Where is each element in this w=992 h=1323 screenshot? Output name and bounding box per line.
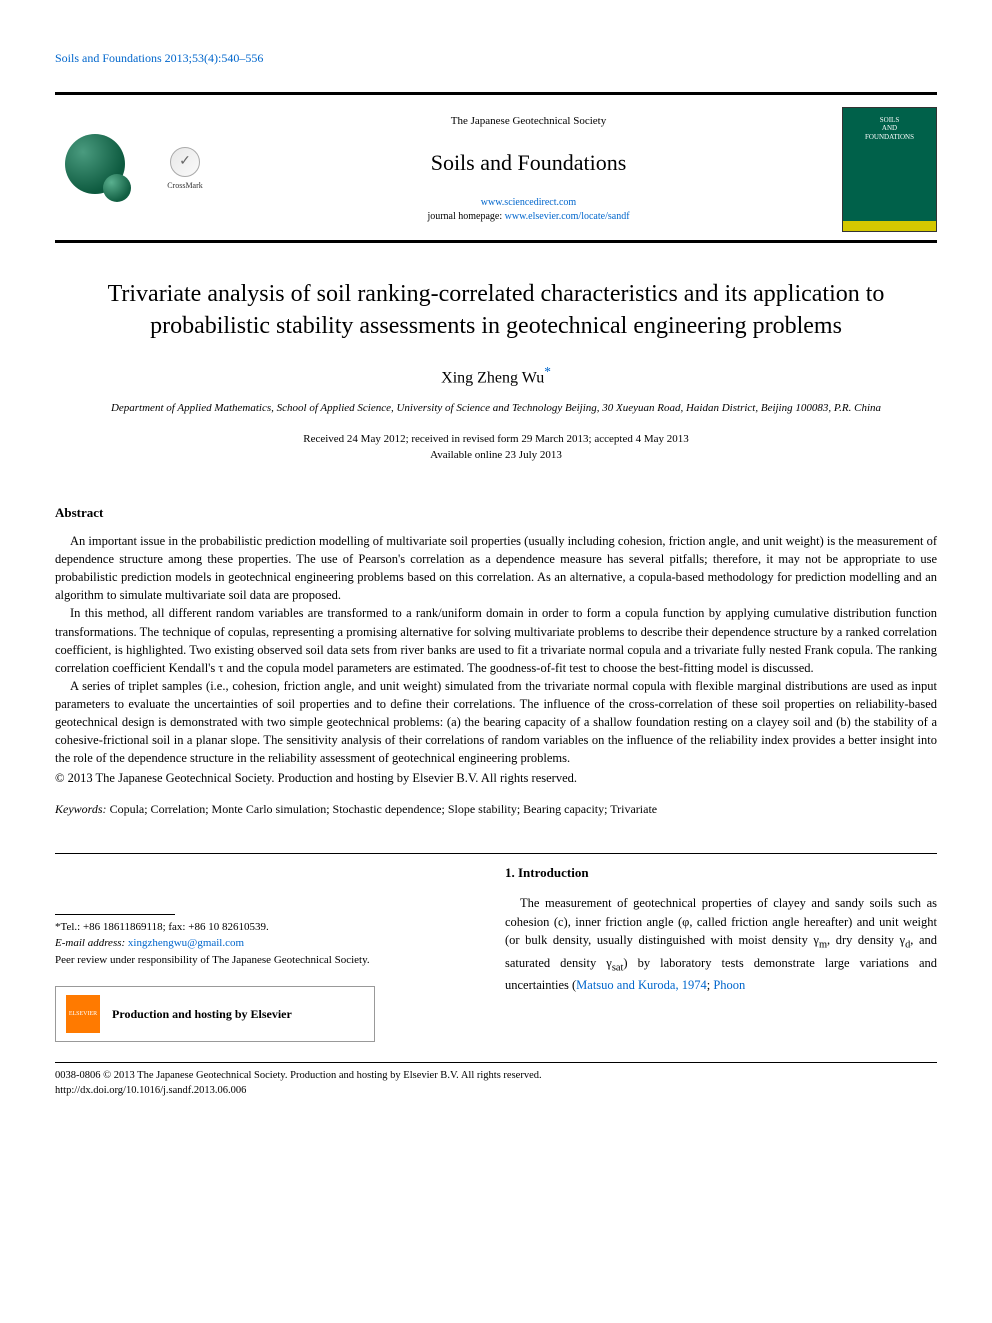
sciencedirect-link[interactable]: www.sciencedirect.com — [481, 197, 576, 208]
sphere-small-icon — [103, 174, 131, 202]
intro-paragraph: The measurement of geotechnical properti… — [505, 894, 937, 995]
peer-review-note: Peer review under responsibility of The … — [55, 952, 475, 969]
author-name: Xing Zheng Wu — [441, 369, 544, 386]
footer-doi: http://dx.doi.org/10.1016/j.sandf.2013.0… — [55, 1084, 937, 1099]
keywords-text: Copula; Correlation; Monte Carlo simulat… — [107, 802, 658, 816]
abstract-copyright: © 2013 The Japanese Geotechnical Society… — [55, 770, 937, 788]
header-left-logos: ✓ CrossMark — [55, 132, 215, 207]
hosting-text: Production and hosting by Elsevier — [112, 1006, 292, 1023]
journal-sphere-logo — [55, 132, 145, 207]
corresponding-email-line: E-mail address: xingzhengwu@gmail.com — [55, 935, 475, 952]
crossmark-label: CrossMark — [167, 181, 203, 190]
page-footer: 0038-0806 © 2013 The Japanese Geotechnic… — [55, 1062, 937, 1098]
ref-phoon[interactable]: Phoon — [713, 978, 745, 992]
abstract-heading: Abstract — [55, 504, 937, 522]
footnote-column: *Tel.: +86 18611869118; fax: +86 10 8261… — [55, 859, 475, 1043]
intro-column: 1. Introduction The measurement of geote… — [505, 859, 937, 1043]
abstract-paragraph-2: In this method, all different random var… — [55, 604, 937, 677]
ref-matsuo-kuroda[interactable]: Matsuo and Kuroda, 1974 — [576, 978, 707, 992]
citation-link[interactable]: Soils and Foundations 2013;53(4):540–556 — [55, 51, 263, 65]
abstract-paragraph-1: An important issue in the probabilistic … — [55, 532, 937, 605]
author-email-link[interactable]: xingzhengwu@gmail.com — [128, 937, 244, 949]
corresponding-mark[interactable]: * — [544, 364, 551, 379]
keywords-label: Keywords: — [55, 802, 107, 816]
article-title: Trivariate analysis of soil ranking-corr… — [85, 278, 907, 343]
cover-band — [843, 221, 936, 231]
author-line: Xing Zheng Wu* — [55, 363, 937, 390]
journal-cover-thumbnail: SOILS AND FOUNDATIONS — [842, 107, 937, 232]
email-label: E-mail address: — [55, 937, 128, 949]
cover-title: SOILS AND FOUNDATIONS — [843, 116, 936, 141]
homepage-prefix: journal homepage: — [427, 211, 504, 222]
footnote-rule — [55, 914, 175, 915]
keywords-line: Keywords: Copula; Correlation; Monte Car… — [55, 801, 937, 818]
crossmark-badge[interactable]: ✓ CrossMark — [160, 147, 210, 191]
corresponding-tel: *Tel.: +86 18611869118; fax: +86 10 8261… — [55, 919, 475, 936]
article-dates: Received 24 May 2012; received in revise… — [55, 431, 937, 464]
abstract-paragraph-3: A series of triplet samples (i.e., cohes… — [55, 677, 937, 768]
journal-homepage-link[interactable]: www.elsevier.com/locate/sandf — [505, 211, 630, 222]
journal-header: ✓ CrossMark The Japanese Geotechnical So… — [55, 92, 937, 243]
two-column-section: *Tel.: +86 18611869118; fax: +86 10 8261… — [55, 853, 937, 1043]
journal-name: Soils and Foundations — [215, 148, 842, 179]
dates-received: Received 24 May 2012; received in revise… — [303, 433, 689, 445]
crossmark-icon: ✓ — [170, 147, 200, 177]
dates-online: Available online 23 July 2013 — [430, 449, 562, 461]
intro-heading: 1. Introduction — [505, 864, 937, 882]
citation-line: Soils and Foundations 2013;53(4):540–556 — [55, 50, 937, 67]
footer-copyright: 0038-0806 © 2013 The Japanese Geotechnic… — [55, 1069, 937, 1084]
hosting-box: ELSEVIER Production and hosting by Elsev… — [55, 986, 375, 1042]
society-name: The Japanese Geotechnical Society — [215, 114, 842, 129]
journal-links: www.sciencedirect.com journal homepage: … — [215, 196, 842, 224]
header-center: The Japanese Geotechnical Society Soils … — [215, 114, 842, 224]
elsevier-logo-icon: ELSEVIER — [66, 995, 100, 1033]
abstract-section: Abstract An important issue in the proba… — [55, 504, 937, 787]
affiliation: Department of Applied Mathematics, Schoo… — [55, 401, 937, 416]
